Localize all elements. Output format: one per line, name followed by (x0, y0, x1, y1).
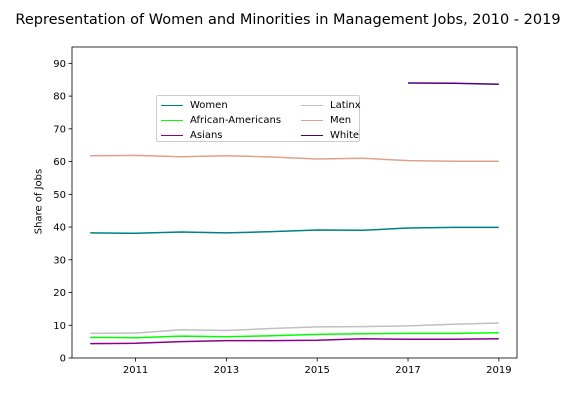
y-tick-label: 10 (53, 321, 66, 332)
legend-label: White (330, 129, 360, 141)
y-tick-label: 60 (53, 157, 66, 168)
legend-item: Latinx (301, 98, 361, 112)
x-tick-label: 2011 (123, 365, 148, 376)
y-tick-label: 80 (53, 92, 66, 103)
series-line-women (90, 226, 499, 235)
legend-label: Men (330, 114, 352, 126)
legend-label: Latinx (330, 99, 361, 111)
y-tick-label: 30 (53, 255, 66, 266)
y-tick-label: 40 (53, 223, 66, 234)
legend-swatch (301, 134, 323, 136)
x-tick-label: 2019 (486, 365, 511, 376)
series-line-african-americans (90, 332, 499, 339)
legend-label: Women (190, 99, 228, 111)
series-line-white (407, 82, 499, 86)
series-line-latinx (90, 322, 499, 335)
legend-item: Men (301, 113, 351, 127)
y-tick-label: 0 (60, 354, 66, 365)
plot-frame (71, 46, 518, 359)
legend-item: African-Americans (161, 113, 281, 127)
legend-item: Women (161, 98, 228, 112)
legend-label: African-Americans (190, 114, 282, 126)
legend-item: White (301, 128, 359, 142)
legend: Women African-Americans Asians Latinx Men Whi… (156, 95, 361, 142)
series-line-men (90, 154, 499, 163)
legend-swatch (301, 104, 323, 106)
legend-swatch (161, 134, 183, 136)
x-tick-label: 2015 (304, 365, 329, 376)
legend-swatch (161, 119, 183, 121)
y-tick-label: 90 (53, 59, 66, 70)
y-tick-label: 70 (53, 124, 66, 135)
legend-item: Asians (161, 128, 223, 142)
y-axis-label: Share of Jobs (33, 168, 45, 235)
y-tick-label: 20 (53, 288, 66, 299)
y-tick-label: 50 (53, 190, 66, 201)
legend-label: Asians (190, 129, 223, 141)
chart-title: Representation of Women and Minorities i… (15, 12, 561, 28)
legend-swatch (301, 119, 323, 121)
x-tick-label: 2013 (214, 365, 239, 376)
legend-swatch (161, 104, 183, 106)
x-tick-label: 2017 (395, 365, 420, 376)
series-line-asians (90, 337, 499, 345)
